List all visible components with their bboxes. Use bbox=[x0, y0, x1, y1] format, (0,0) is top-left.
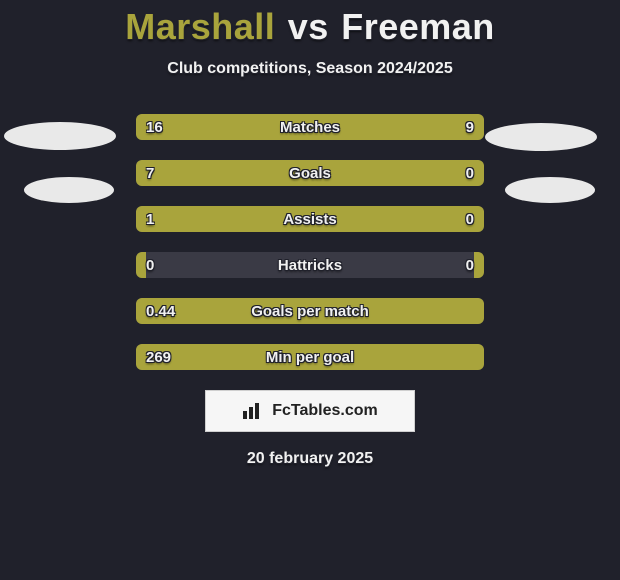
placeholder-ellipse bbox=[485, 123, 597, 151]
stat-label: Matches bbox=[136, 114, 484, 140]
stat-row: 10Assists bbox=[136, 206, 484, 232]
title-player1: Marshall bbox=[125, 6, 275, 47]
stat-row: 00Hattricks bbox=[136, 252, 484, 278]
stat-row: 269Min per goal bbox=[136, 344, 484, 370]
stat-label: Assists bbox=[136, 206, 484, 232]
stat-row: 169Matches bbox=[136, 114, 484, 140]
stat-row: 0.44Goals per match bbox=[136, 298, 484, 324]
date: 20 february 2025 bbox=[0, 450, 620, 468]
comparison-bars: 169Matches 70Goals 10Assists 00Hattricks 0.4… bbox=[136, 114, 484, 370]
placeholder-ellipse bbox=[24, 177, 114, 203]
stat-label: Goals per match bbox=[136, 298, 484, 324]
title-vs: vs bbox=[288, 6, 329, 47]
brand-badge[interactable]: FcTables.com bbox=[205, 390, 415, 432]
stat-label: Goals bbox=[136, 160, 484, 186]
subtitle: Club competitions, Season 2024/2025 bbox=[0, 60, 620, 78]
stat-label: Min per goal bbox=[136, 344, 484, 370]
barchart-icon bbox=[242, 402, 264, 420]
brand-text: FcTables.com bbox=[272, 402, 378, 420]
placeholder-ellipse bbox=[505, 177, 595, 203]
stat-row: 70Goals bbox=[136, 160, 484, 186]
title-player2: Freeman bbox=[341, 6, 495, 47]
stat-label: Hattricks bbox=[136, 252, 484, 278]
comparison-title: Marshall vs Freeman bbox=[0, 0, 620, 48]
placeholder-ellipse bbox=[4, 122, 116, 150]
